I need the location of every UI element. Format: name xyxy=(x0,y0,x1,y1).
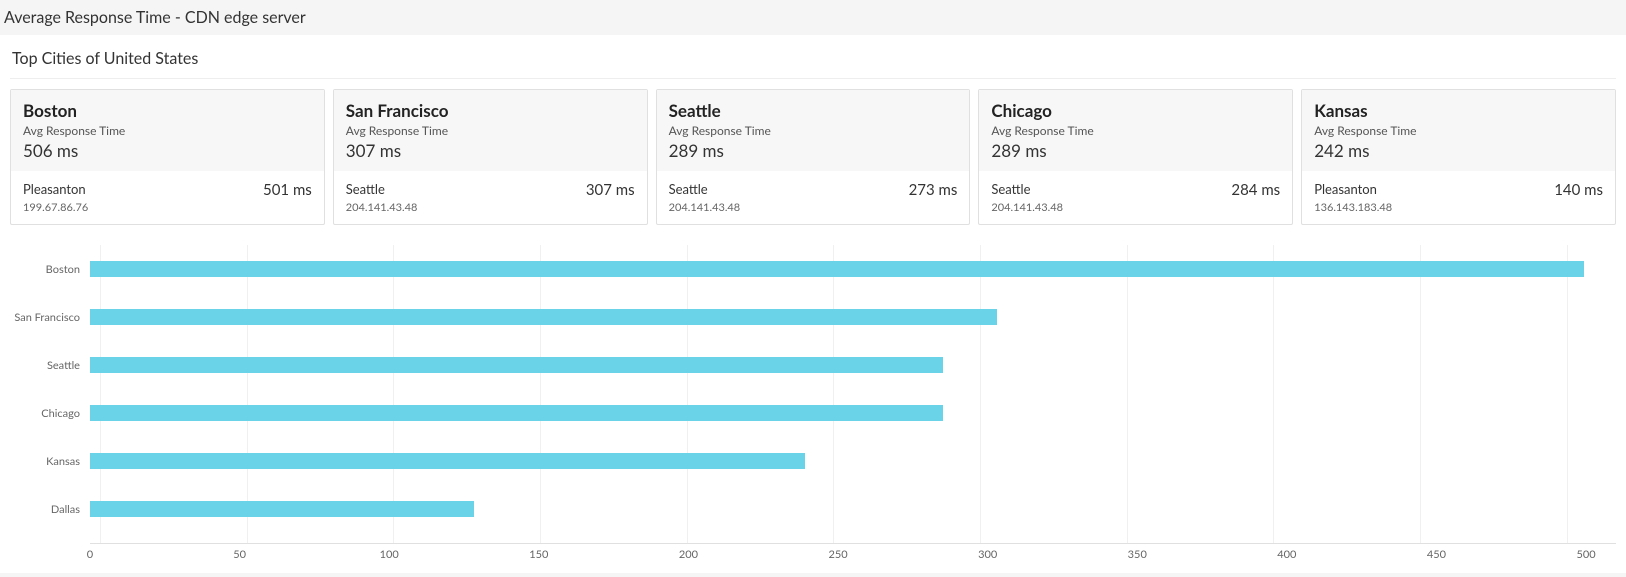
chart-bar[interactable] xyxy=(90,453,805,469)
card-summary: Kansas Avg Response Time 242 ms xyxy=(1302,90,1615,171)
card-metric-value: 307 ms xyxy=(346,140,635,161)
card-metric-label: Avg Response Time xyxy=(23,123,312,138)
card-detail: Seattle 204.141.43.48 284 ms xyxy=(979,171,1292,224)
section-subtitle: Top Cities of United States xyxy=(10,45,1616,79)
card-metric-label: Avg Response Time xyxy=(346,123,635,138)
card-response-ms: 273 ms xyxy=(909,181,958,199)
card-metric-label: Avg Response Time xyxy=(669,123,958,138)
card-location: Pleasanton xyxy=(1314,181,1392,197)
chart-bar[interactable] xyxy=(90,261,1584,277)
card-city-name: San Francisco xyxy=(346,100,635,121)
chart-row: San Francisco xyxy=(10,293,1596,341)
city-card[interactable]: Kansas Avg Response Time 242 ms Pleasant… xyxy=(1301,89,1616,225)
chart-category-label: Chicago xyxy=(10,407,90,420)
card-metric-value: 242 ms xyxy=(1314,140,1603,161)
chart-row: Boston xyxy=(10,245,1596,293)
response-time-chart: Boston San Francisco Seattle Chicago Kan… xyxy=(10,245,1616,563)
card-location: Pleasanton xyxy=(23,181,88,197)
card-detail: Seattle 204.141.43.48 307 ms xyxy=(334,171,647,224)
city-cards-row: Boston Avg Response Time 506 ms Pleasant… xyxy=(10,89,1616,225)
axis-tick: 500 xyxy=(1577,548,1596,561)
card-ip: 199.67.86.76 xyxy=(23,201,88,214)
city-card[interactable]: Chicago Avg Response Time 289 ms Seattle… xyxy=(978,89,1293,225)
chart-bar-area xyxy=(90,437,1596,485)
chart-bar-area xyxy=(90,341,1596,389)
axis-tick: 250 xyxy=(828,548,847,561)
chart-bar-area xyxy=(90,245,1596,293)
axis-tick: 150 xyxy=(529,548,548,561)
axis-tick: 400 xyxy=(1277,548,1296,561)
card-ip: 204.141.43.48 xyxy=(346,201,418,214)
chart-category-label: Kansas xyxy=(10,455,90,468)
chart-row: Kansas xyxy=(10,437,1596,485)
axis-tick: 0 xyxy=(87,548,93,561)
card-response-ms: 140 ms xyxy=(1554,181,1603,199)
card-ip: 136.143.183.48 xyxy=(1314,201,1392,214)
card-location: Seattle xyxy=(991,181,1063,197)
axis-tick: 450 xyxy=(1427,548,1446,561)
chart-category-label: Boston xyxy=(10,263,90,276)
chart-category-label: Dallas xyxy=(10,503,90,516)
axis-tick: 200 xyxy=(679,548,698,561)
card-city-name: Seattle xyxy=(669,100,958,121)
card-ip: 204.141.43.48 xyxy=(991,201,1063,214)
axis-tick: 50 xyxy=(233,548,246,561)
card-summary: San Francisco Avg Response Time 307 ms xyxy=(334,90,647,171)
chart-row: Dallas xyxy=(10,485,1596,533)
chart-bar[interactable] xyxy=(90,357,943,373)
city-card[interactable]: Boston Avg Response Time 506 ms Pleasant… xyxy=(10,89,325,225)
card-metric-value: 289 ms xyxy=(669,140,958,161)
content-panel: Top Cities of United States Boston Avg R… xyxy=(0,35,1626,573)
card-metric-value: 506 ms xyxy=(23,140,312,161)
chart-row: Chicago xyxy=(10,389,1596,437)
chart-category-label: Seattle xyxy=(10,359,90,372)
chart-bar[interactable] xyxy=(90,405,943,421)
card-summary: Boston Avg Response Time 506 ms xyxy=(11,90,324,171)
chart-bars: Boston San Francisco Seattle Chicago Kan… xyxy=(10,245,1616,543)
card-location: Seattle xyxy=(669,181,741,197)
city-card[interactable]: San Francisco Avg Response Time 307 ms S… xyxy=(333,89,648,225)
card-detail: Pleasanton 199.67.86.76 501 ms xyxy=(11,171,324,224)
axis-tick: 350 xyxy=(1128,548,1147,561)
chart-x-axis: 0 50 100 150 200 250 300 350 400 450 500 xyxy=(90,543,1616,563)
chart-category-label: San Francisco xyxy=(10,311,90,324)
card-response-ms: 284 ms xyxy=(1231,181,1280,199)
chart-bar[interactable] xyxy=(90,309,997,325)
card-ip: 204.141.43.48 xyxy=(669,201,741,214)
axis-tick: 100 xyxy=(380,548,399,561)
card-city-name: Chicago xyxy=(991,100,1280,121)
card-location: Seattle xyxy=(346,181,418,197)
card-response-ms: 501 ms xyxy=(263,181,312,199)
city-card[interactable]: Seattle Avg Response Time 289 ms Seattle… xyxy=(656,89,971,225)
chart-bar-area xyxy=(90,293,1596,341)
card-metric-value: 289 ms xyxy=(991,140,1280,161)
axis-tick: 300 xyxy=(978,548,997,561)
chart-bar-area xyxy=(90,485,1596,533)
card-city-name: Kansas xyxy=(1314,100,1603,121)
card-metric-label: Avg Response Time xyxy=(1314,123,1603,138)
chart-row: Seattle xyxy=(10,341,1596,389)
chart-bar-area xyxy=(90,389,1596,437)
card-summary: Seattle Avg Response Time 289 ms xyxy=(657,90,970,171)
chart-bar[interactable] xyxy=(90,501,474,517)
card-city-name: Boston xyxy=(23,100,312,121)
card-metric-label: Avg Response Time xyxy=(991,123,1280,138)
card-detail: Seattle 204.141.43.48 273 ms xyxy=(657,171,970,224)
card-response-ms: 307 ms xyxy=(586,181,635,199)
page-title: Average Response Time - CDN edge server xyxy=(0,0,1626,35)
card-summary: Chicago Avg Response Time 289 ms xyxy=(979,90,1292,171)
card-detail: Pleasanton 136.143.183.48 140 ms xyxy=(1302,171,1615,224)
